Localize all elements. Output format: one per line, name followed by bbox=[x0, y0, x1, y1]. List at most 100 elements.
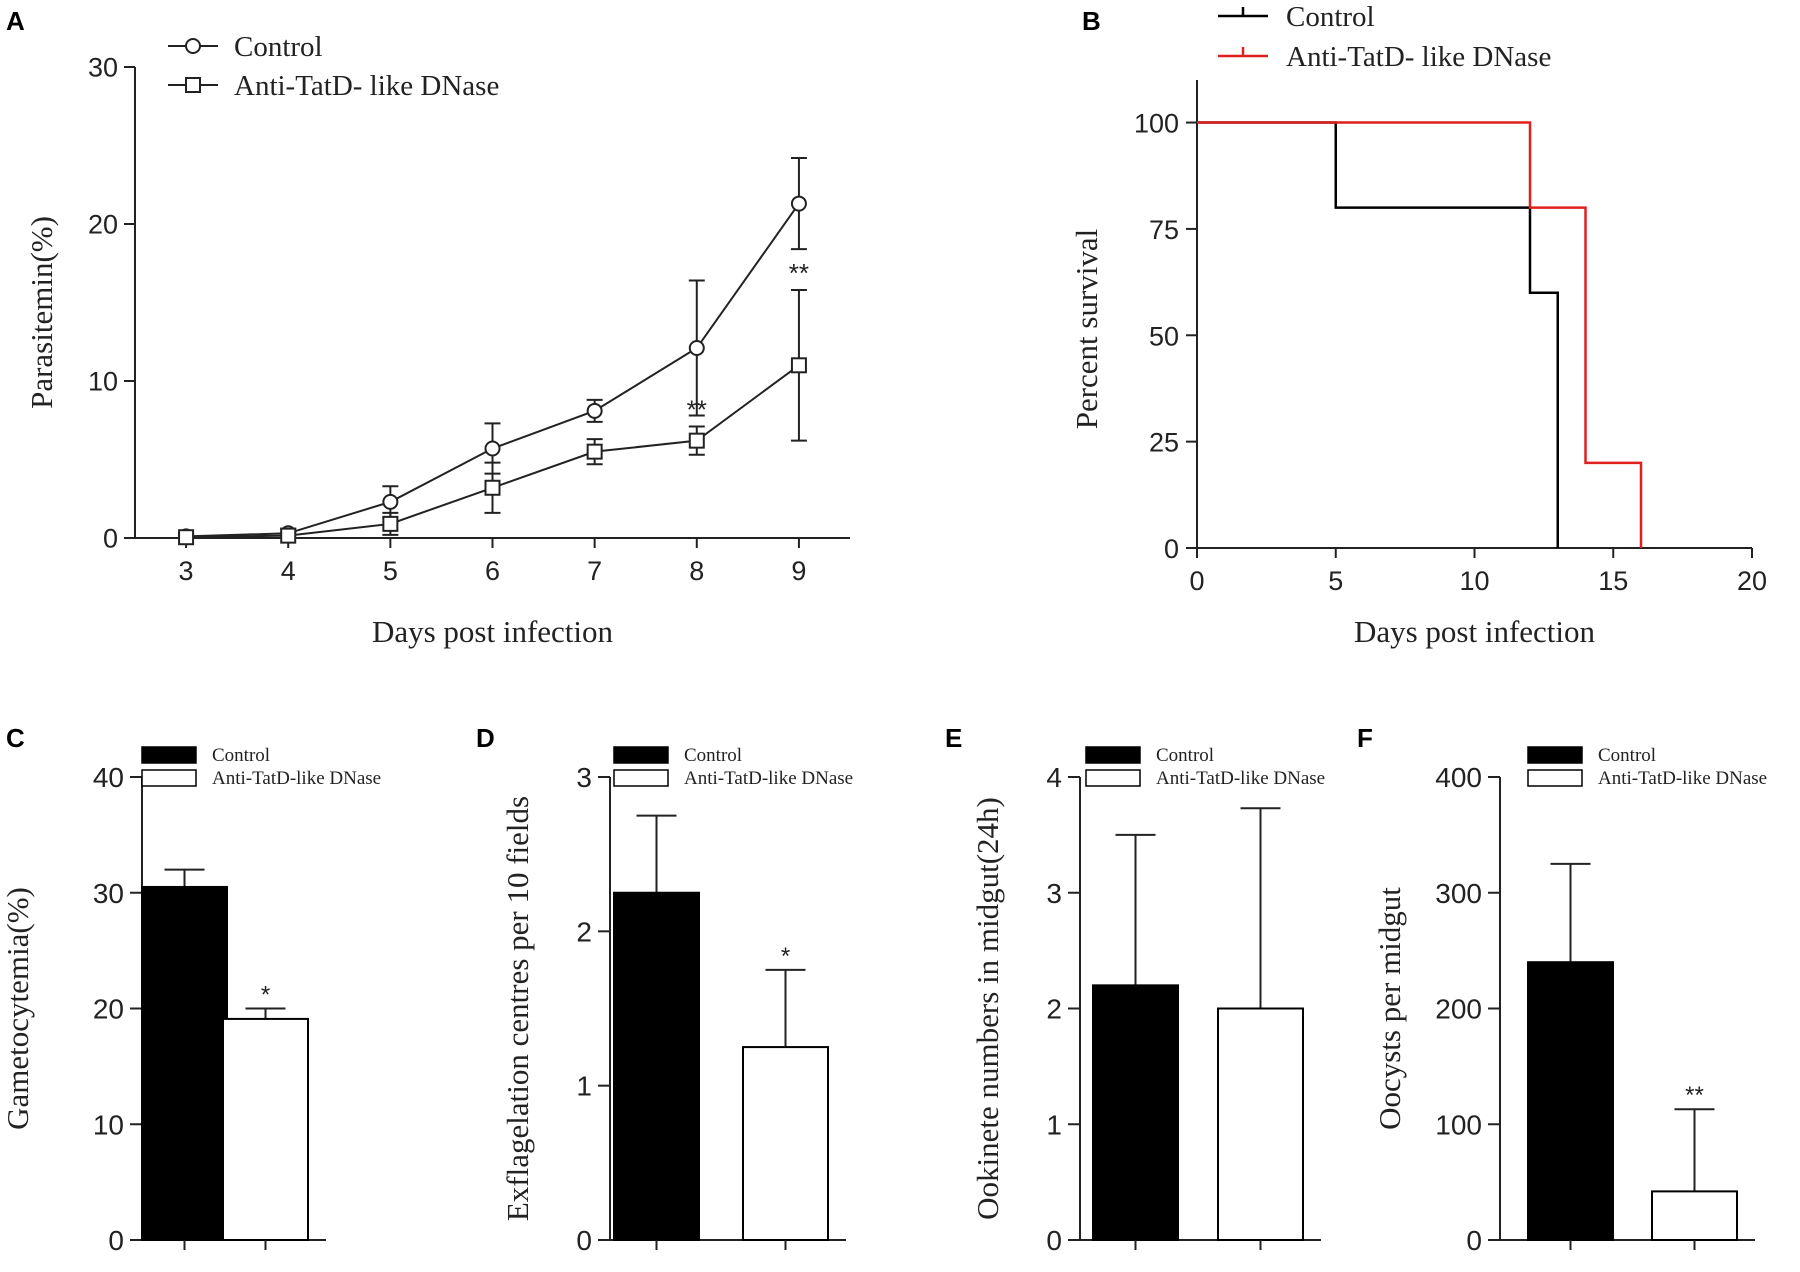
legend-label: Control bbox=[212, 745, 270, 766]
y-tick-label: 100 bbox=[1134, 109, 1179, 139]
data-point-square bbox=[688, 432, 705, 449]
panel-c: C 0 10 20 30 40 Gametocytemia(%) * ControlAnti-T… bbox=[0, 723, 381, 1256]
legend-swatch bbox=[1085, 769, 1141, 787]
legend-label: Control bbox=[1156, 745, 1214, 766]
y-tick-label: 3 bbox=[576, 762, 592, 793]
y-tick-label: 30 bbox=[93, 878, 124, 909]
data-point-square bbox=[586, 443, 603, 460]
bar-anti-tatd bbox=[1651, 1190, 1738, 1242]
y-tick-label: 25 bbox=[1149, 428, 1179, 458]
legend-label: Anti-TatD-like DNase bbox=[1598, 768, 1767, 789]
data-point-circle bbox=[586, 402, 603, 419]
x-tick-label: 6 bbox=[485, 556, 500, 586]
x-tick-label: 7 bbox=[587, 556, 602, 586]
x-tick-label: 3 bbox=[179, 556, 194, 586]
x-tick-label: 5 bbox=[1328, 566, 1343, 596]
y-tick-label: 2 bbox=[576, 916, 592, 947]
y-axis-title: Exflagelation centres per 10 fields bbox=[500, 796, 535, 1221]
x-tick-label: 10 bbox=[1459, 566, 1489, 596]
y-tick-label: 200 bbox=[1435, 994, 1482, 1025]
y-tick-label: 0 bbox=[1046, 1225, 1062, 1256]
y-tick-label: 40 bbox=[93, 762, 124, 793]
y-tick-label: 0 bbox=[103, 524, 118, 554]
panel-f: F 0 100 200 300 400 Oocysts per midgut ** Contro… bbox=[1357, 723, 1767, 1256]
y-axis-title: Percent survival bbox=[1069, 229, 1104, 430]
x-tick-label: 0 bbox=[1189, 566, 1204, 596]
y-tick-label: 1 bbox=[1046, 1109, 1062, 1140]
panel-label-c: C bbox=[6, 723, 25, 753]
panel-label-b: B bbox=[1082, 6, 1101, 36]
significance-mark: ** bbox=[687, 395, 707, 425]
data-point-circle bbox=[382, 493, 399, 510]
panel-b: B 0 25 50 75 100 0 5 10 15 20 Days post infection Pe… bbox=[1069, 1, 1767, 649]
significance-mark: * bbox=[261, 982, 270, 1009]
x-tick-label: 5 bbox=[383, 556, 398, 586]
x-axis-title: Days post infection bbox=[372, 614, 614, 649]
y-tick-label: 0 bbox=[1466, 1225, 1482, 1256]
x-axis-title: Days post infection bbox=[1354, 614, 1596, 649]
legend-swatch bbox=[613, 746, 669, 764]
legend-label: Control bbox=[1598, 745, 1656, 766]
panel-a: A 0 10 20 30 3 4 5 6 7 8 9 Days post infection Parasi… bbox=[6, 6, 850, 649]
panel-e: E 0 1 2 3 4 Ookinete numbers in midgut(24h) Con… bbox=[945, 723, 1325, 1256]
bar-control bbox=[1527, 961, 1614, 1241]
bar-anti-tatd bbox=[1217, 1007, 1304, 1241]
legend-label: Anti-TatD-like DNase bbox=[212, 768, 381, 789]
x-tick-label: 4 bbox=[281, 556, 296, 586]
y-tick-label: 2 bbox=[1046, 994, 1062, 1025]
y-tick-label: 50 bbox=[1149, 321, 1179, 351]
legend-label: Anti-TatD-like DNase bbox=[684, 768, 853, 789]
x-tick-label: 15 bbox=[1598, 566, 1628, 596]
significance-mark: * bbox=[781, 943, 790, 970]
panel-label-a: A bbox=[6, 6, 25, 36]
legend-label: Anti-TatD-like DNase bbox=[1156, 768, 1325, 789]
data-point-circle bbox=[484, 440, 501, 457]
significance-mark: ** bbox=[1685, 1082, 1704, 1109]
data-point-square bbox=[280, 527, 297, 544]
legend-marker-circle bbox=[185, 38, 201, 54]
y-tick-label: 10 bbox=[88, 367, 118, 397]
legend-swatch bbox=[1085, 746, 1141, 764]
y-tick-label: 4 bbox=[1046, 762, 1062, 793]
legend: Control Anti-TatD- like DNase bbox=[1218, 1, 1551, 73]
y-tick-label: 30 bbox=[88, 53, 118, 83]
y-tick-label: 0 bbox=[576, 1225, 592, 1256]
y-axis-title: Gametocytemia(%) bbox=[0, 887, 35, 1130]
y-axis-title: Parasitemin(%) bbox=[24, 216, 59, 409]
legend: Control Anti-TatD- like DNase bbox=[168, 31, 499, 102]
legend-swatch bbox=[141, 746, 197, 764]
legend-swatch bbox=[1527, 769, 1583, 787]
y-tick-label: 20 bbox=[93, 994, 124, 1025]
x-tick-label: 8 bbox=[689, 556, 704, 586]
y-tick-label: 100 bbox=[1435, 1109, 1482, 1140]
y-tick-label: 400 bbox=[1435, 762, 1482, 793]
bar-anti-tatd bbox=[742, 1046, 829, 1242]
x-tick-label: 20 bbox=[1737, 566, 1767, 596]
y-tick-label: 0 bbox=[108, 1225, 124, 1256]
y-tick-label: 75 bbox=[1149, 215, 1179, 245]
legend-label: Anti-TatD- like DNase bbox=[234, 70, 499, 102]
survival-curve-0 bbox=[1197, 121, 1559, 548]
legend-label: Control bbox=[684, 745, 742, 766]
data-point-circle bbox=[790, 195, 807, 212]
y-tick-label: 10 bbox=[93, 1109, 124, 1140]
survival-curve-1 bbox=[1197, 121, 1643, 548]
data-point-square bbox=[382, 515, 399, 532]
legend-label: Anti-TatD- like DNase bbox=[1286, 41, 1551, 73]
y-axis-title: Ookinete numbers in midgut(24h) bbox=[970, 797, 1005, 1220]
x-tick-label: 9 bbox=[791, 556, 806, 586]
panel-label-e: E bbox=[945, 723, 962, 753]
panel-label-d: D bbox=[476, 723, 495, 753]
legend-label: Control bbox=[234, 31, 323, 63]
y-axis-title: Oocysts per midgut bbox=[1372, 887, 1407, 1130]
data-point-square bbox=[484, 479, 501, 496]
y-tick-label: 1 bbox=[576, 1071, 592, 1102]
bar-control bbox=[141, 885, 228, 1242]
legend-swatch bbox=[141, 769, 197, 787]
significance-mark: ** bbox=[789, 258, 809, 288]
